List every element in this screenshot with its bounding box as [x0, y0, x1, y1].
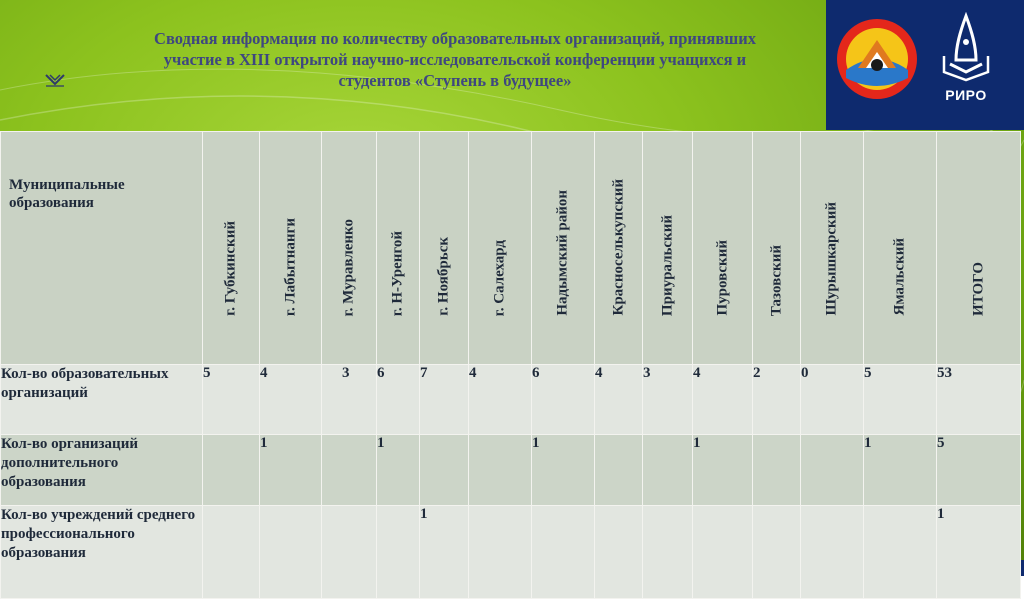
table-cell: 6 [531, 364, 595, 435]
row-label: Кол-во учреждений среднего профессиональ… [0, 505, 203, 599]
corner-header: Муниципальные образования [0, 131, 203, 365]
table-cell [321, 505, 377, 599]
chevron-down-icon [45, 74, 65, 87]
table-cell: 3 [642, 364, 693, 435]
column-header: Приуральский [642, 131, 693, 365]
table-cell: 5 [202, 364, 260, 435]
table-cell: 4 [259, 364, 322, 435]
column-header: г. Н-Уренгой [376, 131, 420, 365]
table-cell [752, 434, 801, 506]
table-cell: 4 [468, 364, 532, 435]
table-cell: 53 [936, 364, 1021, 435]
table-cell [692, 505, 753, 599]
table-cell [468, 434, 532, 506]
column-header: г. Салехард [468, 131, 532, 365]
column-header: Тазовский [752, 131, 801, 365]
title-line-3: студентов «Ступень в будущее» [338, 71, 572, 90]
row-label: Кол-во организаций дополнительного образ… [0, 434, 203, 506]
column-header: Шурышкарский [800, 131, 864, 365]
column-header: Пуровский [692, 131, 753, 365]
stupen-logo-icon [837, 19, 917, 99]
column-header: г. Лабытнанги [259, 131, 322, 365]
table-cell [863, 505, 937, 599]
column-header: ИТОГО [936, 131, 1021, 365]
table-cell: 2 [752, 364, 801, 435]
table-cell: 1 [936, 505, 1021, 599]
table-cell [321, 434, 377, 506]
table-cell [202, 505, 260, 599]
column-header: Ямальский [863, 131, 937, 365]
table-cell [531, 505, 595, 599]
table-cell [642, 434, 693, 506]
table-cell: 7 [419, 364, 469, 435]
table-row: Кол-во организаций дополнительного образ… [0, 434, 1021, 506]
table-cell [468, 505, 532, 599]
table-cell [594, 434, 643, 506]
column-header: Надымский район [531, 131, 595, 365]
table-cell [202, 434, 260, 506]
table-cell [419, 434, 469, 506]
table-cell: 4 [594, 364, 643, 435]
table-cell: 1 [376, 434, 420, 506]
table-cell: 5 [863, 364, 937, 435]
table-cell [376, 505, 420, 599]
table-cell: 4 [692, 364, 753, 435]
column-header: г. Губкинский [202, 131, 260, 365]
table-row: Кол-во образовательных организаций 5 4 3… [0, 364, 1021, 435]
riro-logo-icon [942, 12, 990, 82]
table-cell: 6 [376, 364, 420, 435]
table-cell: 3 [321, 364, 377, 435]
table-cell [800, 434, 864, 506]
riro-caption: РИРО [945, 87, 987, 103]
table-cell: 5 [936, 434, 1021, 506]
table-cell: 1 [863, 434, 937, 506]
column-header: Красноселькупский [594, 131, 643, 365]
summary-table: Муниципальные образования г. Губкинский … [0, 131, 1021, 599]
table-row: Кол-во учреждений среднего профессиональ… [0, 505, 1021, 599]
table-cell [594, 505, 643, 599]
table-cell [752, 505, 801, 599]
table-cell: 1 [531, 434, 595, 506]
table-cell [259, 505, 322, 599]
table-cell: 1 [692, 434, 753, 506]
title-line-2: участие в XIII открытой научно-исследова… [163, 50, 747, 69]
table-cell: 1 [419, 505, 469, 599]
row-label: Кол-во образовательных организаций [0, 364, 203, 435]
title-line-1: Сводная информация по количеству образов… [154, 29, 756, 48]
table-header-row: Муниципальные образования г. Губкинский … [0, 131, 1021, 365]
column-header: г. Ноябрьск [419, 131, 469, 365]
column-header: г. Муравленко [321, 131, 377, 365]
table-cell [642, 505, 693, 599]
page-title: Сводная информация по количеству образов… [90, 28, 820, 91]
table-cell: 0 [800, 364, 864, 435]
table-cell [800, 505, 864, 599]
table-cell: 1 [259, 434, 322, 506]
